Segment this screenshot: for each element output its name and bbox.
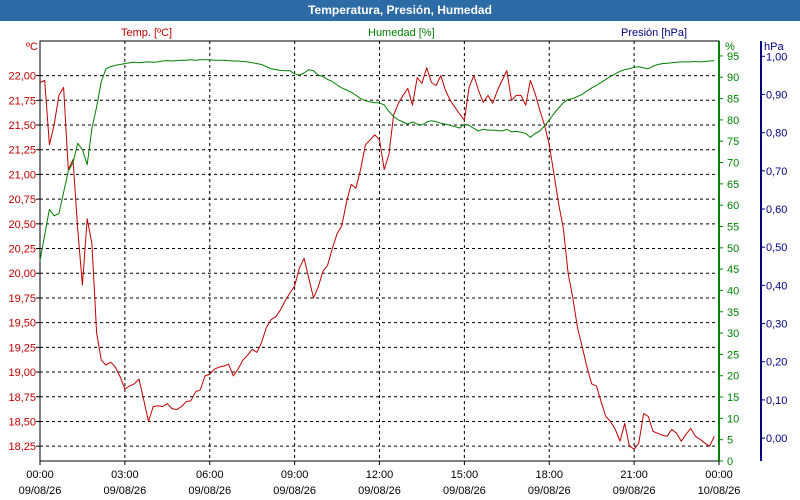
pressure-tick-label: 0,70: [766, 166, 787, 178]
humidity-tick-label: 70: [727, 158, 739, 170]
temp-tick-label: 20,50: [8, 219, 36, 231]
pressure-tick-label: 0,80: [766, 128, 787, 140]
grid: [40, 41, 719, 461]
humidity-tick-label: 55: [727, 221, 739, 233]
humidity-tick-label: 95: [727, 51, 739, 63]
pressure-tick-label: 0,40: [766, 280, 787, 292]
x-tick-date: 09/08/26: [273, 485, 316, 497]
temp-tick-label: 20,25: [8, 244, 36, 256]
chart-title: Temperatura, Presión, Humedad: [0, 0, 800, 21]
x-tick-date: 09/08/26: [19, 485, 62, 497]
humidity-tick-label: 35: [727, 307, 739, 319]
legend-pressure: Presión [hPa]: [621, 27, 687, 39]
x-tick-label: 00:00: [26, 469, 54, 481]
humidity-tick-label: 10: [727, 413, 739, 425]
x-tick-label: 21:00: [620, 469, 648, 481]
humidity-tick-label: 65: [727, 179, 739, 191]
temp-tick-label: 22,00: [8, 71, 36, 83]
pressure-tick-label: 0,60: [766, 204, 787, 216]
axes: 00:00 09/08/26 03:00 09/08/26 06:00 09/08/26 0…: [8, 41, 787, 497]
x-tick-date: 09/08/26: [613, 485, 656, 497]
temp-axis-unit: ºC: [26, 41, 38, 53]
x-tick-label: 00:00: [705, 469, 733, 481]
pressure-tick-label: 0,10: [766, 395, 787, 407]
temp-tick-label: 19,25: [8, 342, 36, 354]
x-tick-date: 09/08/26: [358, 485, 401, 497]
temp-tick-label: 19,75: [8, 293, 36, 305]
temp-tick-label: 20,00: [8, 268, 36, 280]
pressure-tick-label: 0,90: [766, 89, 787, 101]
humidity-axis-unit: %: [725, 41, 735, 53]
temp-tick-label: 21,25: [8, 145, 36, 157]
humidity-tick-label: 60: [727, 200, 739, 212]
humidity-tick-label: 50: [727, 243, 739, 255]
humidity-tick-label: 40: [727, 285, 739, 297]
pressure-tick-label: 0,50: [766, 242, 787, 254]
temp-tick-label: 18,75: [8, 392, 36, 404]
temperature-series-line: [39, 67, 715, 450]
humidity-tick-label: 75: [727, 136, 739, 148]
pressure-tick-label: 0,00: [766, 433, 787, 445]
temp-tick-label: 21,00: [8, 169, 36, 181]
temp-tick-label: 21,50: [8, 120, 36, 132]
temp-tick-label: 20,75: [8, 194, 36, 206]
temp-tick-label: 18,50: [8, 416, 36, 428]
pressure-tick-label: 0,20: [766, 357, 787, 369]
humidity-tick-label: 80: [727, 115, 739, 127]
temp-tick-label: 18,25: [8, 441, 36, 453]
humidity-tick-label: 25: [727, 349, 739, 361]
x-tick-label: 15:00: [451, 469, 479, 481]
humidity-tick-label: 90: [727, 72, 739, 84]
x-tick-label: 03:00: [111, 469, 139, 481]
x-tick-label: 12:00: [366, 469, 394, 481]
pressure-axis-unit: hPa: [764, 41, 784, 53]
temp-tick-label: 21,75: [8, 95, 36, 107]
humidity-series-line: [39, 59, 715, 261]
x-tick-label: 18:00: [535, 469, 563, 481]
temp-tick-label: 19,00: [8, 367, 36, 379]
x-tick-label: 09:00: [281, 469, 309, 481]
temp-tick-label: 19,50: [8, 318, 36, 330]
humidity-tick-label: 0: [727, 456, 733, 468]
x-tick-date: 09/08/26: [528, 485, 571, 497]
x-tick-date: 09/08/26: [188, 485, 231, 497]
legend-humidity: Humedad [%]: [368, 27, 435, 39]
humidity-tick-label: 5: [727, 435, 733, 447]
x-tick-date: 09/08/26: [443, 485, 486, 497]
series-layer: [39, 59, 715, 450]
x-tick-date: 10/08/26: [698, 485, 741, 497]
pressure-tick-label: 0,30: [766, 319, 787, 331]
legend-temperature: Temp. [ºC]: [121, 27, 172, 39]
x-tick-label: 06:00: [196, 469, 224, 481]
x-tick-date: 09/08/26: [103, 485, 146, 497]
humidity-tick-label: 30: [727, 328, 739, 340]
humidity-tick-label: 85: [727, 94, 739, 106]
pressure-tick-label: 1,00: [766, 51, 787, 63]
humidity-tick-label: 45: [727, 264, 739, 276]
humidity-tick-label: 15: [727, 392, 739, 404]
humidity-tick-label: 20: [727, 371, 739, 383]
